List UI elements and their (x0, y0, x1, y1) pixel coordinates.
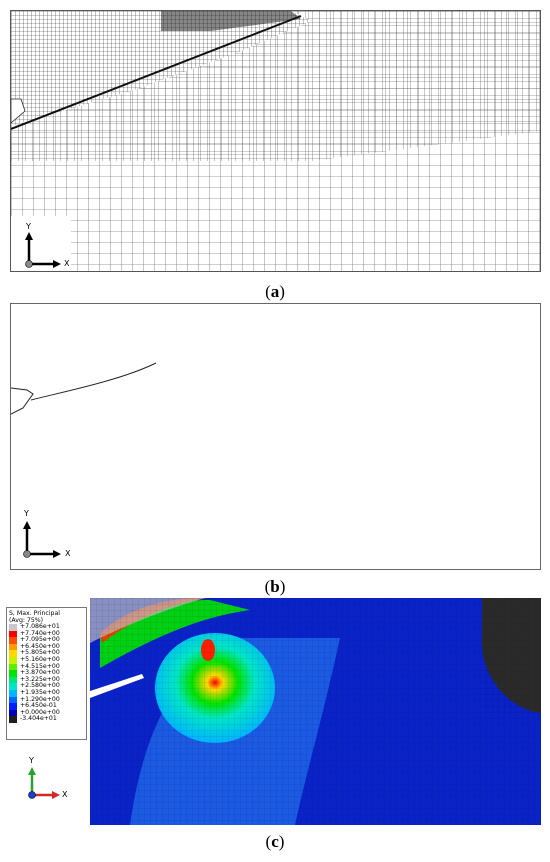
legend-value: +7.095e+00 (20, 636, 60, 644)
crack-path (11, 15, 302, 130)
mesh-drawing (11, 11, 540, 271)
legend-swatch (9, 637, 17, 644)
caption-a: (a) (265, 282, 285, 301)
y-axis-label: Y (29, 756, 34, 765)
legend-value: +3.225e+00 (20, 675, 60, 683)
legend-entry: +5.805e+00 (9, 650, 84, 657)
legend-entry: +5.160e+00 (9, 655, 84, 664)
stress-legend: S, Max. Principal (Avg: 75%) +7.086e+01 +… (6, 607, 87, 740)
legend-entry: +7.086e+01 (9, 623, 84, 631)
stress-contour-drawing (90, 598, 541, 825)
legend-value: +3.870e+00 (20, 669, 60, 677)
legend-swatch (9, 683, 17, 690)
legend-entry: +2.580e+00 (9, 683, 84, 690)
mesh-panel: Y X (10, 10, 541, 272)
triad-background (11, 216, 71, 271)
y-axis-label: Y (26, 222, 31, 231)
notch-outline (11, 387, 34, 415)
legend-swatch (9, 670, 17, 677)
notch (11, 98, 26, 124)
legend-entries: +7.086e+01 +7.740e+00 +7.095e+00 +6.450e+00… (9, 623, 84, 723)
legend-entry: +6.450e-01 (9, 703, 84, 710)
caption-c: (c) (265, 832, 285, 851)
legend-value: +4.515e+00 (20, 662, 60, 670)
axis-triad-a: Y X (23, 222, 83, 268)
geometry-drawing (11, 362, 157, 415)
fine-mesh-band (11, 11, 311, 126)
legend-swatch (9, 650, 17, 657)
y-axis-label: Y (24, 509, 29, 518)
geometry-panel: Y X (10, 303, 541, 570)
legend-value: +5.160e+00 (20, 655, 60, 663)
legend-swatch (9, 709, 17, 717)
x-axis-label: X (64, 259, 70, 268)
legend-entry: +7.740e+00 (9, 629, 84, 638)
axis-triad-c: Y X (24, 756, 84, 805)
legend-swatch (9, 663, 17, 671)
legend-entry: +3.870e+00 (9, 670, 84, 677)
legend-value: -3.404e+01 (20, 715, 57, 723)
legend-entry: -3.404e+01 (9, 716, 84, 723)
legend-entry: +3.225e+00 (9, 675, 84, 684)
legend-value: +7.086e+01 (20, 623, 60, 630)
legend-entry: +4.515e+00 (9, 662, 84, 671)
legend-value: +7.740e+00 (20, 629, 60, 637)
legend-value: +5.805e+00 (20, 649, 60, 657)
legend-value: +1.935e+00 (20, 688, 60, 696)
crack-line (30, 362, 157, 401)
dense-mesh-region (161, 11, 301, 31)
legend-swatch (9, 643, 17, 651)
legend-swatch (9, 630, 17, 638)
legend-entry: +6.450e+00 (9, 642, 84, 651)
axis-triad-b: Y X (21, 509, 81, 559)
x-axis-label: X (65, 549, 71, 558)
legend-entry: +0.000e+00 (9, 708, 84, 717)
contour-mesh (90, 598, 541, 825)
legend-value: +1.290e+00 (20, 695, 60, 703)
crack-opening (90, 674, 144, 698)
legend-value: +6.450e+00 (20, 642, 60, 650)
legend-swatch (9, 716, 17, 723)
legend-entry: +1.935e+00 (9, 688, 84, 697)
legend-swatch (9, 676, 17, 684)
legend-swatch (9, 689, 17, 697)
legend-value: +2.580e+00 (20, 682, 60, 690)
legend-swatch (9, 703, 17, 710)
legend-swatch (9, 656, 17, 664)
caption-b: (b) (264, 577, 286, 596)
legend-title: S, Max. Principal (9, 610, 60, 617)
legend-value: +0.000e+00 (20, 708, 60, 716)
stress-contour-panel (90, 598, 541, 825)
legend-entry: +1.290e+00 (9, 695, 84, 704)
legend-swatch (9, 624, 17, 631)
legend-value: +6.450e-01 (20, 702, 57, 710)
x-axis-label: X (62, 790, 68, 799)
legend-entry: +7.095e+00 (9, 637, 84, 644)
legend-subtitle: (Avg: 75%) (9, 617, 44, 624)
legend-swatch (9, 696, 17, 704)
